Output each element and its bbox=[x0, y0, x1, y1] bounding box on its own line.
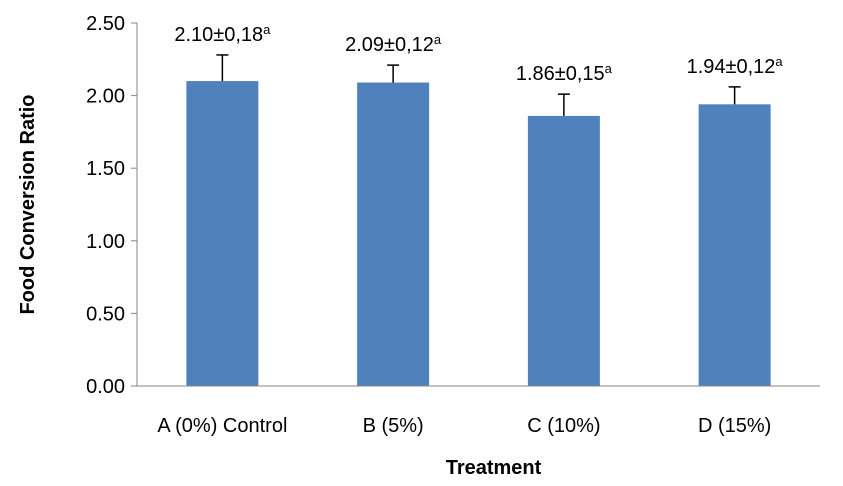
significance-letter: a bbox=[775, 54, 783, 69]
data-labels: 2.10±0,18a 2.09±0,12a 1.86±0,15a 1.94±0,12a bbox=[174, 22, 783, 85]
significance-letter: a bbox=[434, 32, 442, 47]
bar bbox=[186, 81, 259, 386]
error-bars bbox=[216, 54, 741, 116]
y-tick-label: 1.00 bbox=[86, 231, 125, 253]
axes bbox=[136, 23, 820, 387]
y-tick-label: 0.50 bbox=[86, 303, 125, 325]
y-tick-label: 1.50 bbox=[86, 158, 125, 180]
bar bbox=[698, 104, 771, 386]
significance-letter: a bbox=[263, 22, 271, 37]
y-tick-label: 2.50 bbox=[86, 13, 125, 35]
bar bbox=[357, 82, 430, 387]
y-axis-title-group: Food Conversion Ratio bbox=[17, 95, 39, 315]
category-label: A (0%) Control bbox=[157, 415, 287, 437]
y-axis-title: Food Conversion Ratio bbox=[17, 95, 39, 315]
bar bbox=[527, 115, 600, 386]
data-label: 1.94±0,12a bbox=[687, 54, 784, 78]
category-labels: A (0%) Control B (5%) C (10%) D (15%) bbox=[157, 415, 771, 437]
x-axis-title: Treatment bbox=[446, 457, 542, 479]
bars bbox=[186, 81, 771, 387]
category-label: C (10%) bbox=[527, 415, 600, 437]
y-axis-ticks: 0.00 0.50 1.00 1.50 2.00 2.50 bbox=[86, 13, 137, 398]
y-tick-label: 2.00 bbox=[86, 86, 125, 108]
y-tick-label: 0.00 bbox=[86, 376, 125, 398]
data-label: 1.86±0,15a bbox=[516, 61, 613, 85]
significance-letter: a bbox=[605, 61, 613, 76]
category-label: D (15%) bbox=[698, 415, 771, 437]
category-label: B (5%) bbox=[363, 415, 424, 437]
data-label: 2.09±0,12a bbox=[345, 32, 442, 56]
data-label: 2.10±0,18a bbox=[174, 22, 271, 46]
